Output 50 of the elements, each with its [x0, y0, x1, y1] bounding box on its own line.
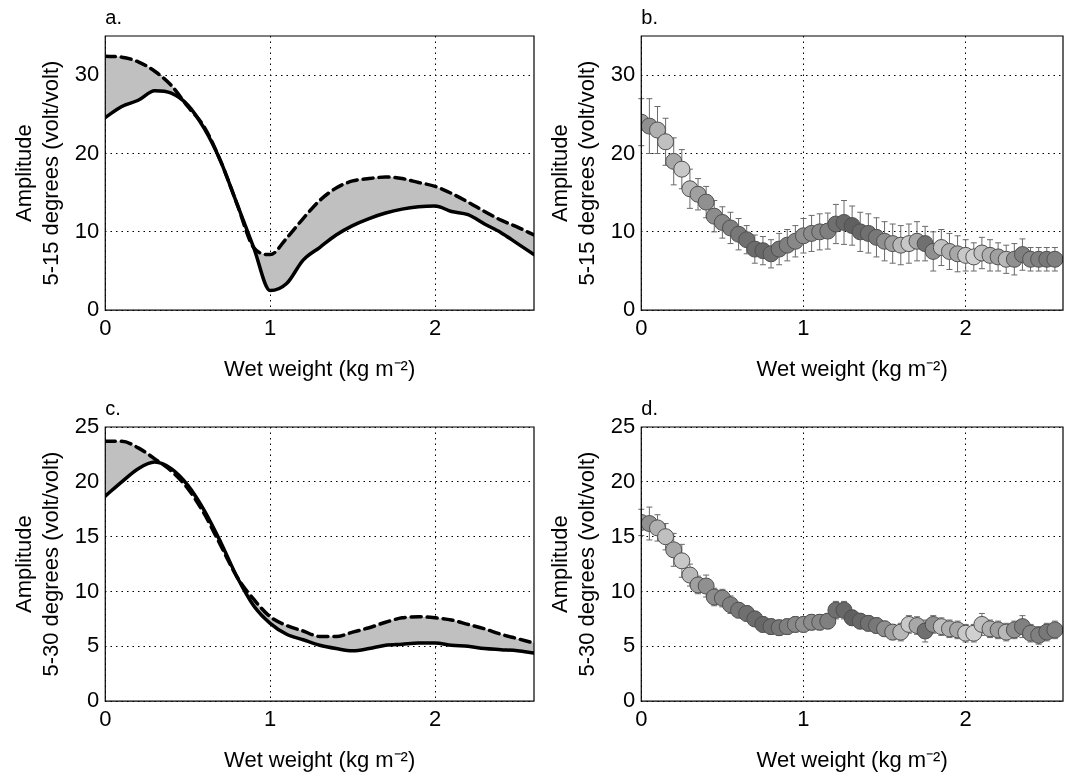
y-tick-label: 0	[623, 296, 636, 322]
y-tick-label: 30	[610, 61, 636, 87]
chart-title: d.	[641, 396, 658, 419]
x-tick-label: 2	[428, 706, 442, 732]
point	[673, 160, 691, 178]
y-axis-title: Amplitude 5-30 degrees (volt/volt)	[11, 451, 63, 677]
x-axis-title: Wet weight (kg m⁻²)	[756, 355, 948, 381]
y-tick-label: 5	[623, 632, 636, 658]
y-tick-label: 20	[74, 467, 100, 493]
point	[1046, 621, 1063, 639]
x-tick-label: 1	[797, 706, 810, 732]
y-tick-label: 5	[87, 632, 100, 658]
y-tick-label: 25	[610, 413, 636, 439]
x-axis-title: Wet weight (kg m⁻²)	[224, 355, 416, 381]
point	[673, 552, 691, 570]
point	[819, 612, 837, 630]
y-tick-label: 25	[74, 413, 100, 439]
y-tick-label: 15	[74, 522, 100, 548]
y-tick-label: 20	[74, 139, 100, 165]
y-tick-label: 20	[610, 467, 636, 493]
x-axis-title: Wet weight (kg m⁻²)	[224, 746, 416, 772]
y-tick-label: 0	[623, 687, 636, 713]
x-tick-label: 1	[264, 315, 277, 341]
x-tick-label: 2	[428, 315, 442, 341]
y-tick-label: 0	[87, 296, 100, 322]
y-tick-label: 20	[610, 139, 636, 165]
point	[697, 577, 715, 595]
y-tick-label: 10	[610, 217, 636, 243]
point	[648, 121, 666, 139]
y-tick-label: 15	[610, 522, 636, 548]
point	[657, 133, 675, 151]
y-axis-title: Amplitude 5-30 degrees (volt/volt)	[547, 451, 599, 677]
y-axis-title: Amplitude 5-15 degrees (volt/volt)	[11, 60, 63, 286]
x-tick-label: 2	[959, 706, 972, 732]
chart-title: a.	[105, 5, 122, 28]
x-tick-label: 2	[959, 315, 972, 341]
point	[657, 528, 675, 546]
y-tick-label: 10	[74, 217, 100, 243]
y-tick-label: 0	[87, 687, 100, 713]
y-axis-title: Amplitude 5-15 degrees (volt/volt)	[547, 60, 599, 286]
y-tick-label: 10	[610, 577, 636, 603]
point	[697, 193, 715, 211]
x-tick-label: 1	[797, 315, 810, 341]
point	[1046, 250, 1063, 268]
x-axis-title: Wet weight (kg m⁻²)	[756, 746, 948, 772]
x-tick-label: 1	[264, 706, 277, 732]
y-tick-label: 10	[74, 577, 100, 603]
chart-title: c.	[105, 396, 121, 419]
y-tick-label: 30	[74, 61, 100, 87]
chart-title: b.	[641, 5, 658, 28]
